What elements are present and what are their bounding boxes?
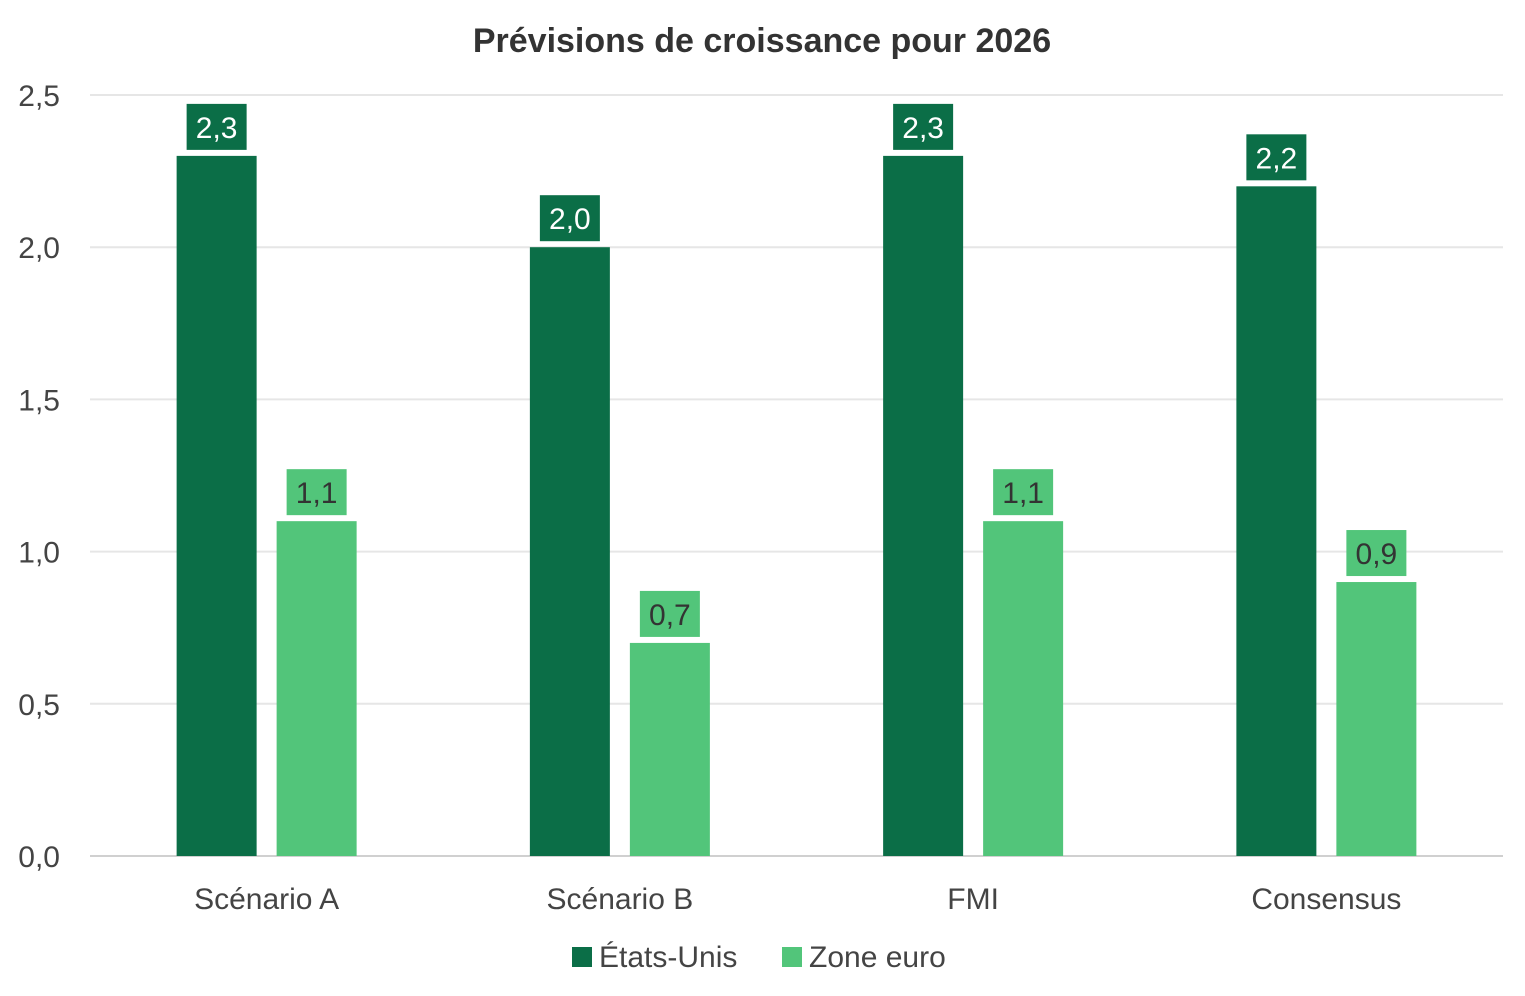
- legend-swatch: [782, 947, 802, 967]
- data-label-box: [993, 469, 1054, 516]
- category-label: FMI: [947, 883, 999, 916]
- data-label: 1,1: [296, 477, 338, 510]
- bar-etats-unis: [176, 155, 257, 856]
- bar-zone-euro: [629, 642, 710, 856]
- data-label: 2,3: [196, 112, 238, 145]
- y-tick-label: 2,0: [18, 232, 60, 265]
- bar-etats-unis: [529, 247, 610, 856]
- category-label: Scénario A: [194, 883, 339, 916]
- data-labels: 2,3 1,1 2,0 0,7 2,3 1,1 2,2 0,9: [186, 103, 1407, 637]
- data-label: 2,0: [549, 203, 591, 236]
- data-label: 1,1: [1002, 477, 1044, 510]
- bar-zone-euro: [276, 521, 357, 856]
- chart-title: Prévisions de croissance pour 2026: [473, 22, 1051, 60]
- y-tick-label: 1,0: [18, 537, 60, 570]
- legend-swatch: [572, 947, 592, 967]
- data-label: 0,7: [649, 599, 691, 632]
- y-tick-label: 0,5: [18, 689, 60, 722]
- legend-label: Zone euro: [809, 941, 946, 974]
- data-label-box: [539, 195, 600, 242]
- bars: [176, 155, 1417, 856]
- bar-zone-euro: [983, 521, 1064, 856]
- data-label: 2,2: [1256, 142, 1298, 175]
- y-tick-label: 2,5: [18, 80, 60, 113]
- data-label: 2,3: [902, 112, 944, 145]
- y-tick-label: 1,5: [18, 384, 60, 417]
- y-tick-label: 0,0: [18, 841, 60, 874]
- category-label: Scénario B: [547, 883, 694, 916]
- legend-label: États-Unis: [599, 941, 737, 974]
- category-label: Consensus: [1251, 883, 1401, 916]
- data-label-box: [1346, 530, 1407, 577]
- bar-etats-unis: [1236, 186, 1317, 856]
- data-label-box: [286, 469, 347, 516]
- x-axis-categories: Scénario A Scénario B FMI Consensus: [194, 883, 1401, 916]
- data-label-box: [1246, 134, 1307, 181]
- legend: États-Unis Zone euro: [572, 941, 946, 974]
- data-label: 0,9: [1356, 538, 1398, 571]
- bar-zone-euro: [1336, 582, 1417, 856]
- data-label-box: [639, 590, 700, 637]
- bar-etats-unis: [883, 155, 964, 856]
- data-label-box: [186, 103, 247, 150]
- y-axis-ticks: 0,0 0,5 1,0 1,5 2,0 2,5: [18, 80, 60, 874]
- data-label-box: [893, 103, 954, 150]
